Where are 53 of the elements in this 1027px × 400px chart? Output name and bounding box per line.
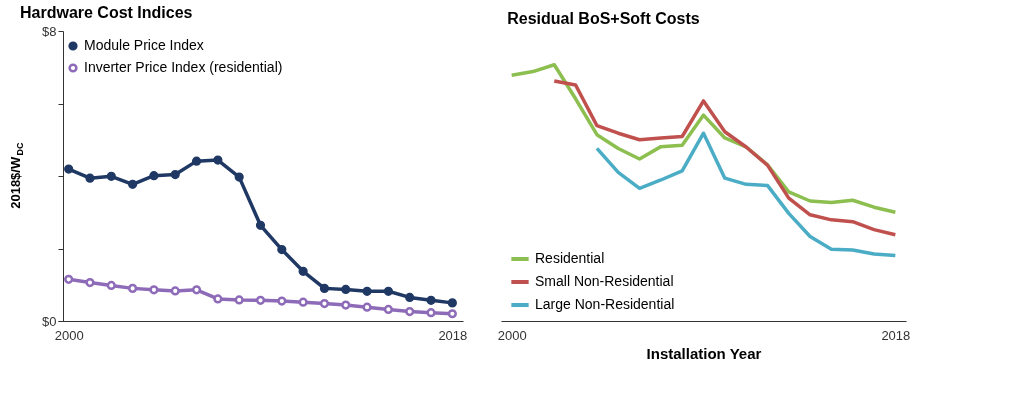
point — [128, 283, 138, 293]
point — [191, 285, 202, 295]
point — [106, 171, 116, 181]
x-tick-label: 2018 — [438, 327, 468, 343]
point — [170, 286, 180, 296]
point — [64, 164, 74, 174]
y-axis-title: 2018$/WDC — [8, 142, 25, 209]
point — [149, 171, 159, 181]
point — [405, 306, 415, 317]
point — [447, 309, 457, 319]
x-axis-title: Installation Year — [646, 344, 762, 362]
point — [383, 286, 393, 296]
point — [405, 292, 415, 303]
legend-label: Module Price Index — [84, 37, 204, 53]
point — [234, 172, 244, 182]
point — [85, 277, 95, 288]
point — [191, 156, 202, 166]
chart-title: Residual BoS+Soft Costs — [507, 10, 700, 27]
point — [277, 296, 287, 306]
point — [298, 297, 308, 307]
point — [277, 244, 287, 255]
point — [426, 308, 436, 318]
point — [447, 298, 457, 308]
point — [319, 283, 330, 293]
point — [362, 286, 372, 296]
point — [362, 302, 372, 312]
point — [170, 169, 180, 180]
x-tick-label: 2000 — [497, 327, 527, 343]
point — [341, 284, 351, 295]
x-tick-label: 2000 — [54, 327, 84, 343]
legend-label: Inverter Price Index (residential) — [84, 59, 283, 75]
point — [85, 173, 95, 183]
point — [213, 294, 223, 304]
y-tick-label: $8 — [42, 23, 57, 39]
legend-label: Large Non-Residential — [535, 296, 675, 312]
point — [319, 299, 330, 309]
point — [255, 220, 266, 230]
y-tick-label: $0 — [42, 313, 57, 329]
x-tick-label: 2018 — [881, 327, 911, 343]
point — [128, 179, 138, 189]
point — [298, 266, 308, 276]
point — [383, 304, 393, 314]
legend-label: Residential — [535, 250, 605, 266]
legend-label: Small Non-Residential — [535, 273, 674, 289]
point — [106, 280, 116, 291]
point — [234, 295, 244, 305]
point — [341, 300, 351, 310]
chart-title: Hardware Cost Indices — [20, 4, 193, 21]
point — [149, 285, 159, 295]
point — [213, 155, 223, 165]
point — [64, 274, 74, 284]
point — [255, 295, 266, 305]
point — [426, 295, 436, 305]
